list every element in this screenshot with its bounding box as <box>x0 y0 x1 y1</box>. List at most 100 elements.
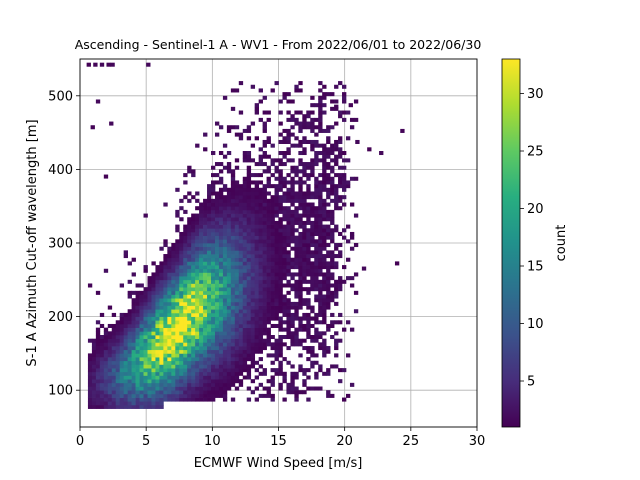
heatmap-cell <box>246 261 252 266</box>
heatmap-cell <box>282 217 287 222</box>
heatmap-cell <box>183 224 188 229</box>
heatmap-cell <box>187 224 192 229</box>
heatmap-cell <box>222 217 228 222</box>
heatmap-cell <box>294 143 299 148</box>
heatmap-cell <box>151 287 156 292</box>
heatmap-cell <box>163 283 168 288</box>
heatmap-cell <box>211 191 216 196</box>
heatmap-cell <box>326 283 331 288</box>
heatmap-cell <box>298 290 303 295</box>
heatmap-cell <box>183 323 188 328</box>
heatmap-cell <box>131 290 136 295</box>
heatmap-cell <box>87 338 93 343</box>
heatmap-cell <box>115 360 121 365</box>
heatmap-cell <box>266 316 271 321</box>
heatmap-cell <box>282 294 287 299</box>
heatmap-cell <box>342 176 347 181</box>
heatmap-cell <box>147 393 152 398</box>
heatmap-cell <box>131 379 136 384</box>
heatmap-cell <box>302 250 307 255</box>
heatmap-cell <box>345 110 351 115</box>
heatmap-cell <box>222 187 228 192</box>
heatmap-cell <box>226 338 232 343</box>
heatmap-cell <box>226 254 232 259</box>
heatmap-cell <box>211 382 216 387</box>
heatmap-cell <box>334 287 339 292</box>
heatmap-cell <box>298 279 303 284</box>
heatmap-cell <box>310 103 315 108</box>
heatmap-cell <box>171 316 176 321</box>
heatmap-cell <box>167 397 172 402</box>
heatmap-cell <box>330 125 335 130</box>
heatmap-cell <box>171 305 176 310</box>
heatmap-cell <box>119 390 125 395</box>
heatmap-cell <box>294 117 299 122</box>
heatmap-cell <box>258 191 263 196</box>
heatmap-cell <box>278 327 283 332</box>
heatmap-cell <box>222 298 228 303</box>
heatmap-cell <box>278 342 283 347</box>
heatmap-cell <box>115 371 121 376</box>
heatmap-cell <box>242 180 248 185</box>
heatmap-cell <box>214 265 220 270</box>
heatmap-cell <box>242 309 248 314</box>
heatmap-cell <box>274 243 279 248</box>
heatmap-cell <box>294 209 299 214</box>
heatmap-cell <box>230 231 236 236</box>
heatmap-cell <box>242 239 248 244</box>
heatmap-cell <box>338 320 343 325</box>
heatmap-cell <box>226 386 232 391</box>
heatmap-cell <box>258 335 263 340</box>
heatmap-cell <box>242 327 248 332</box>
heatmap-cell <box>123 323 128 328</box>
heatmap-cell <box>187 169 192 174</box>
heatmap-cell <box>286 290 291 295</box>
heatmap-cell <box>187 235 192 240</box>
heatmap-cell <box>207 353 212 358</box>
heatmap-cell <box>258 147 263 152</box>
heatmap-cell <box>127 357 132 362</box>
heatmap-cell <box>266 198 271 203</box>
heatmap-cell <box>286 261 291 266</box>
heatmap-cell <box>250 143 256 148</box>
heatmap-cell <box>191 239 196 244</box>
heatmap-cell <box>314 276 319 281</box>
heatmap-cell <box>203 202 208 207</box>
heatmap-cell <box>270 393 275 398</box>
heatmap-cell <box>302 254 307 259</box>
heatmap-cell <box>278 257 283 262</box>
heatmap-cell <box>175 309 180 314</box>
heatmap-cell <box>111 390 117 395</box>
heatmap-cell <box>246 268 252 273</box>
heatmap-cell <box>330 312 335 317</box>
heatmap-cell <box>254 195 259 200</box>
heatmap-cell <box>322 243 327 248</box>
heatmap-cell <box>250 220 256 225</box>
heatmap-cell <box>238 290 244 295</box>
heatmap-cell <box>226 294 232 299</box>
heatmap-cell <box>286 132 291 137</box>
heatmap-cell <box>250 231 256 236</box>
heatmap-cell <box>203 265 208 270</box>
heatmap-cell <box>246 176 252 181</box>
heatmap-cell <box>214 382 220 387</box>
heatmap-cell <box>262 316 267 321</box>
heatmap-cell <box>171 279 176 284</box>
heatmap-cell <box>242 312 248 317</box>
heatmap-cell <box>127 346 132 351</box>
heatmap-cell <box>103 404 109 409</box>
heatmap-cell <box>302 231 307 236</box>
heatmap-cell <box>254 173 259 178</box>
heatmap-cell <box>167 353 172 358</box>
heatmap-cell <box>286 198 291 203</box>
heatmap-cell <box>195 283 200 288</box>
heatmap-cell <box>334 99 339 104</box>
heatmap-cell <box>250 301 256 306</box>
heatmap-cell <box>302 257 307 262</box>
heatmap-cell <box>298 301 303 306</box>
heatmap-cell <box>171 368 176 373</box>
heatmap-cell <box>262 162 267 167</box>
heatmap-cell <box>282 151 287 156</box>
heatmap-cell <box>218 265 224 270</box>
heatmap-cell <box>278 360 283 365</box>
